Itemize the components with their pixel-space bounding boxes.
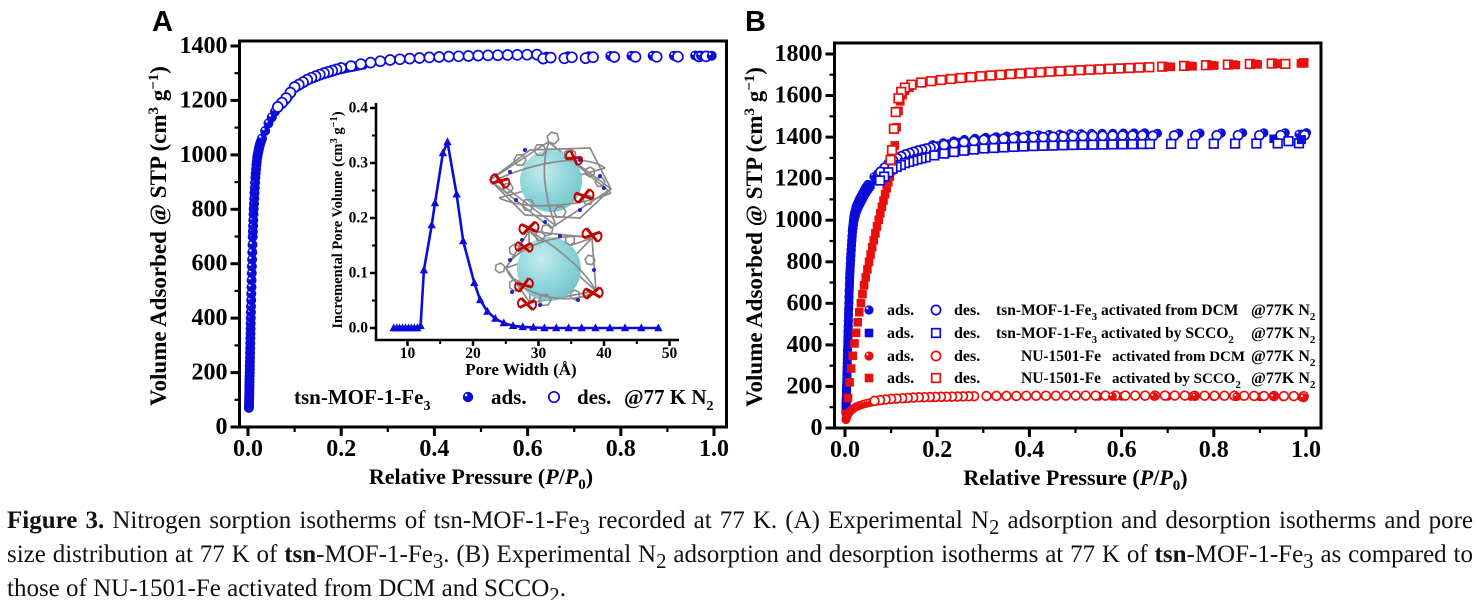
svg-text:0.2: 0.2 <box>326 436 356 462</box>
svg-text:0.0: 0.0 <box>830 437 860 463</box>
svg-text:0.4: 0.4 <box>1014 437 1044 463</box>
svg-text:20: 20 <box>465 345 481 362</box>
svg-text:400: 400 <box>192 305 228 331</box>
svg-text:NU-1501-Fe: NU-1501-Fe <box>1021 348 1101 365</box>
svg-text:0.6: 0.6 <box>1107 437 1137 463</box>
svg-text:30: 30 <box>531 345 547 362</box>
svg-text:@77K N2: @77K N2 <box>1251 348 1316 369</box>
svg-text:des.: des. <box>954 325 980 342</box>
svg-text:des.: des. <box>577 385 611 409</box>
svg-text:activated by SCCO2: activated by SCCO2 <box>1112 371 1241 391</box>
svg-text:600: 600 <box>787 290 823 316</box>
svg-text:A: A <box>152 6 173 38</box>
svg-text:ads.: ads. <box>887 370 914 387</box>
svg-text:des.: des. <box>954 370 980 387</box>
svg-text:0.0: 0.0 <box>233 436 263 462</box>
svg-text:800: 800 <box>787 249 823 275</box>
svg-text:0.4: 0.4 <box>419 436 449 462</box>
svg-text:1000: 1000 <box>775 207 823 233</box>
svg-text:50: 50 <box>662 345 678 362</box>
svg-text:@77K N2: @77K N2 <box>1251 302 1316 323</box>
svg-text:1600: 1600 <box>775 83 823 109</box>
svg-text:1400: 1400 <box>775 124 823 150</box>
svg-text:@77 K N2: @77 K N2 <box>624 385 714 414</box>
svg-text:800: 800 <box>192 196 228 222</box>
svg-text:1.0: 1.0 <box>1291 437 1321 463</box>
svg-text:1200: 1200 <box>775 166 823 192</box>
svg-text:1800: 1800 <box>775 41 823 67</box>
svg-text:Volume Adsorbed @ STP (cm3 g−1: Volume Adsorbed @ STP (cm3 g−1) <box>146 66 172 406</box>
svg-text:ads.: ads. <box>887 325 914 342</box>
svg-text:1400: 1400 <box>180 33 228 59</box>
svg-text:tsn-MOF-1-Fe3 activated from D: tsn-MOF-1-Fe3 activated from DCM <box>996 302 1239 323</box>
svg-text:0.2: 0.2 <box>922 437 952 463</box>
svg-text:1.0: 1.0 <box>699 436 729 462</box>
svg-text:tsn-MOF-1-Fe3: tsn-MOF-1-Fe3 <box>294 385 430 414</box>
svg-text:40: 40 <box>596 345 612 362</box>
svg-text:0.0: 0.0 <box>349 320 369 337</box>
svg-text:200: 200 <box>787 373 823 399</box>
svg-text:0: 0 <box>811 415 823 441</box>
svg-text:400: 400 <box>787 332 823 358</box>
svg-text:1200: 1200 <box>180 87 228 113</box>
svg-text:des.: des. <box>954 302 980 319</box>
svg-text:10: 10 <box>400 345 416 362</box>
svg-text:0.1: 0.1 <box>349 265 368 282</box>
svg-text:@77K N2: @77K N2 <box>1251 325 1316 346</box>
svg-text:Incremental Pore Volume (cm3 g: Incremental Pore Volume (cm3 g−1) <box>329 111 346 328</box>
svg-text:activated from DCM: activated from DCM <box>1112 349 1245 365</box>
svg-text:0.2: 0.2 <box>349 210 369 227</box>
svg-text:Pore Width (Å): Pore Width (Å) <box>465 360 576 379</box>
svg-text:Volume Adsorbed @ STP (cm3 g−1: Volume Adsorbed @ STP (cm3 g−1) <box>742 67 768 407</box>
svg-text:0.8: 0.8 <box>1199 437 1229 463</box>
svg-text:0.6: 0.6 <box>513 436 543 462</box>
svg-text:B: B <box>745 6 766 38</box>
svg-text:0.3: 0.3 <box>349 155 369 172</box>
svg-text:Relative Pressure (P/P0): Relative Pressure (P/P0) <box>963 465 1187 494</box>
svg-text:ads.: ads. <box>491 385 527 409</box>
svg-text:ads.: ads. <box>887 348 914 365</box>
svg-text:200: 200 <box>192 360 228 386</box>
svg-text:NU-1501-Fe: NU-1501-Fe <box>1021 370 1101 387</box>
svg-text:ads.: ads. <box>887 302 914 319</box>
svg-text:600: 600 <box>192 251 228 277</box>
svg-text:1000: 1000 <box>180 142 228 168</box>
svg-text:Relative Pressure (P/P0): Relative Pressure (P/P0) <box>369 464 593 493</box>
svg-text:@77K N2: @77K N2 <box>1251 370 1316 391</box>
svg-text:0.4: 0.4 <box>349 100 369 117</box>
svg-text:0: 0 <box>216 414 228 440</box>
svg-text:tsn-MOF-1-Fe3 activated by SCC: tsn-MOF-1-Fe3 activated by SCCO2 <box>996 325 1234 346</box>
svg-text:des.: des. <box>954 348 980 365</box>
svg-text:0.8: 0.8 <box>606 436 636 462</box>
